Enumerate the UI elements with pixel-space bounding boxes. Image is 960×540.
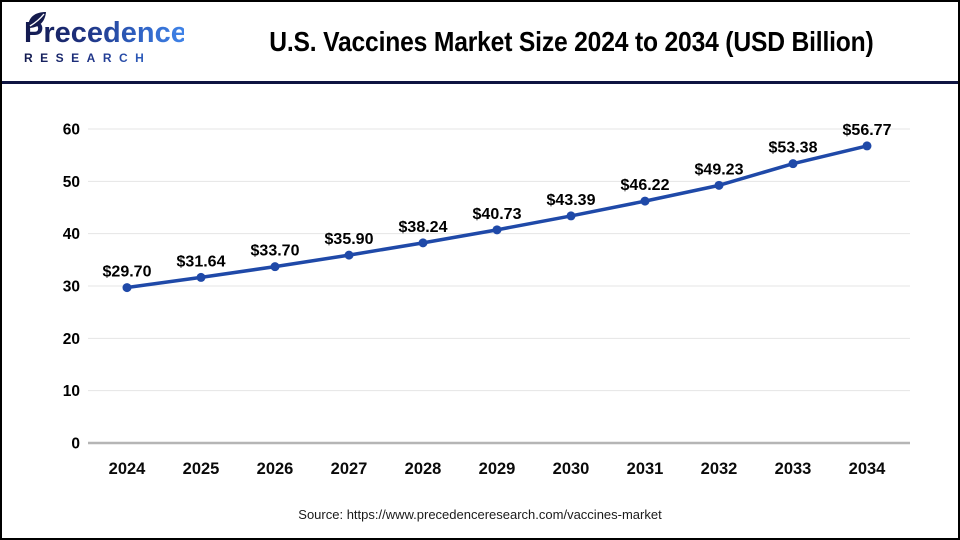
data-point <box>196 272 206 282</box>
data-point-label: $29.70 <box>103 264 152 281</box>
logo-subtitle: RESEARCH <box>24 51 184 65</box>
x-tick-label: 2033 <box>775 460 812 478</box>
data-point-label: $46.22 <box>621 177 670 194</box>
data-point-label: $35.90 <box>325 231 374 248</box>
data-point <box>714 180 724 190</box>
data-point <box>122 283 132 293</box>
y-tick-label: 0 <box>71 436 80 453</box>
header: Precedence RESEARCH U.S. Vaccines Market… <box>2 2 958 81</box>
source-text: Source: https://www.precedenceresearch.c… <box>298 507 662 522</box>
data-point-label: $56.77 <box>843 122 892 139</box>
y-tick-label: 60 <box>63 122 80 139</box>
x-tick-label: 2031 <box>627 460 664 478</box>
x-tick-label: 2034 <box>849 460 887 478</box>
x-tick-label: 2025 <box>183 460 220 478</box>
x-tick-label: 2032 <box>701 460 738 478</box>
x-tick-label: 2026 <box>257 460 294 478</box>
x-tick-label: 2029 <box>479 460 516 478</box>
data-point-label: $43.39 <box>547 192 596 209</box>
data-point <box>566 211 576 221</box>
data-point <box>862 141 872 151</box>
title-container: U.S. Vaccines Market Size 2024 to 2034 (… <box>184 26 958 58</box>
data-point <box>492 225 502 235</box>
data-point <box>788 159 798 169</box>
data-point-label: $40.73 <box>473 206 522 223</box>
chart-title: U.S. Vaccines Market Size 2024 to 2034 (… <box>268 25 874 57</box>
logo-wordmark: Precedence <box>24 16 187 49</box>
precedence-logo: Precedence RESEARCH <box>24 11 187 65</box>
header-divider <box>2 81 958 84</box>
y-tick-label: 30 <box>63 279 80 296</box>
data-point-label: $49.23 <box>695 161 744 178</box>
data-point-label: $38.24 <box>399 219 448 236</box>
leaf-icon <box>28 11 46 28</box>
data-point <box>270 262 280 272</box>
line-chart: 0 10 20 30 40 50 60 2024 2025 2026 2027 2028 2029 203… <box>2 85 958 505</box>
y-tick-label: 40 <box>63 226 80 243</box>
data-point-label: $53.38 <box>769 140 818 157</box>
data-point <box>418 238 428 248</box>
data-point-label: $31.64 <box>177 253 226 270</box>
y-tick-label: 50 <box>63 174 80 191</box>
data-point <box>640 196 650 206</box>
data-point-label: $33.70 <box>251 243 300 260</box>
x-tick-label: 2024 <box>109 460 147 478</box>
y-tick-label: 20 <box>63 331 80 348</box>
data-point <box>344 250 354 260</box>
x-tick-label: 2030 <box>553 460 590 478</box>
y-tick-label: 10 <box>63 383 80 400</box>
x-tick-label: 2027 <box>331 460 368 478</box>
x-tick-label: 2028 <box>405 460 442 478</box>
